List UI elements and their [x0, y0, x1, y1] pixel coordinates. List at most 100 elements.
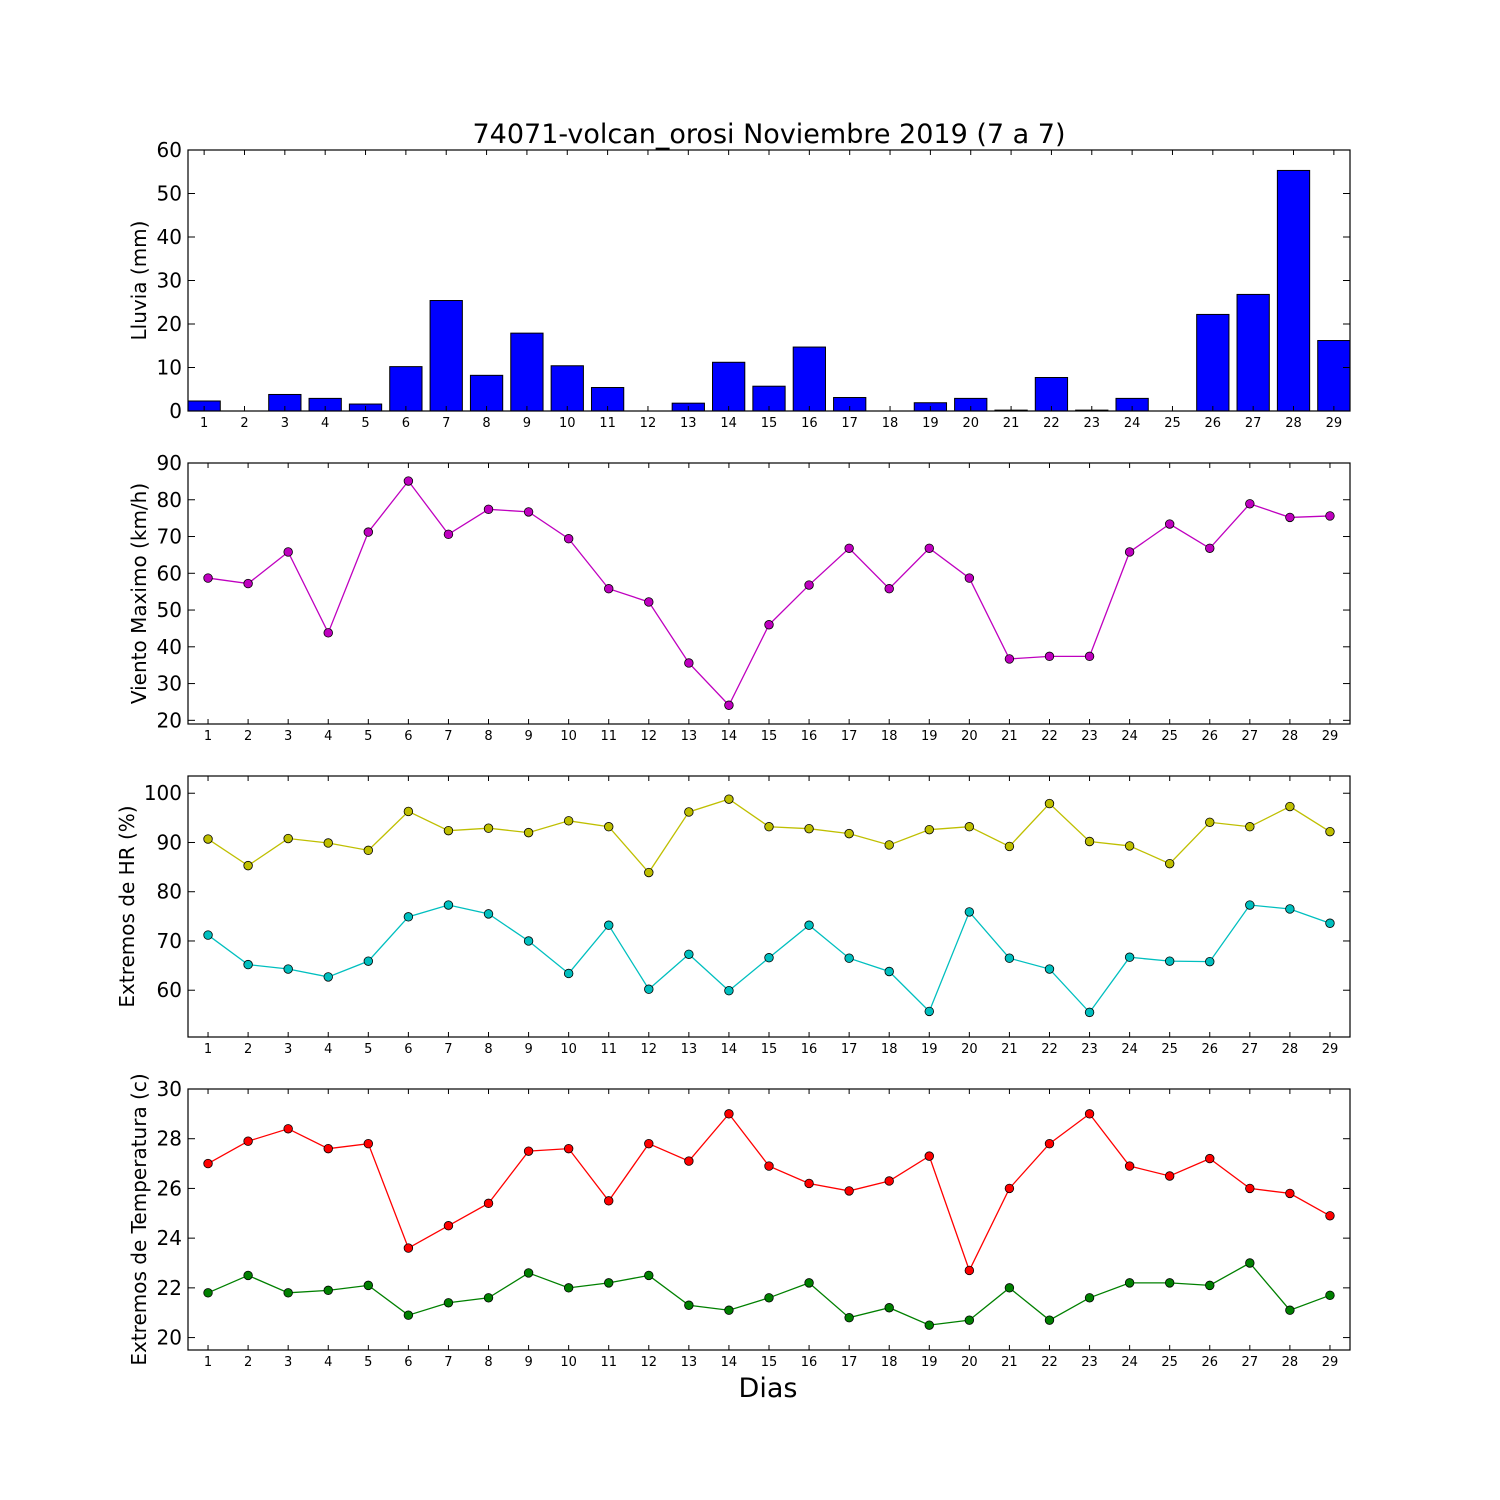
- temperature-series-1-point-5: [363, 1280, 374, 1291]
- wind-xtick-label-1: 1: [204, 729, 212, 744]
- temperature-series-0-point-5: [363, 1138, 374, 1149]
- temperature-xtick-label-12: 12: [641, 1355, 658, 1370]
- wind-series-0-point-27: [1245, 499, 1255, 509]
- temperature-series-0-point-9: [523, 1146, 534, 1156]
- humidity-series-1-point-2: [243, 959, 253, 970]
- temperature-ytick-label-24: 24: [157, 1226, 182, 1250]
- wind-xtick-label-9: 9: [524, 729, 532, 744]
- temperature-xtick-label-2: 2: [244, 1355, 252, 1370]
- temperature-xtick-label-4: 4: [324, 1355, 332, 1370]
- wind-series-0-point-12: [644, 597, 654, 607]
- wind-ytick-label-90: 90: [157, 451, 182, 475]
- rain-xtick-label-29: 29: [1326, 416, 1343, 431]
- temperature-series-1-point-28: [1285, 1305, 1295, 1315]
- temperature-xtick-label-5: 5: [364, 1355, 372, 1370]
- wind-series-0-point-6: [403, 476, 414, 486]
- humidity-series-1-point-3: [283, 964, 293, 974]
- temperature-ytick-label-26: 26: [157, 1176, 182, 1200]
- humidity-xtick-label-10: 10: [560, 1042, 577, 1057]
- humidity-series-0-point-24: [1124, 841, 1135, 851]
- humidity-series-1-point-29: [1325, 918, 1335, 928]
- wind-series-0-point-10: [563, 534, 574, 544]
- temperature-series-0-point-20: [964, 1265, 975, 1276]
- rain-xtick-label-2: 2: [240, 416, 248, 431]
- humidity-series-0-point-2: [243, 860, 253, 871]
- rain-xtick-label-1: 1: [200, 416, 208, 431]
- wind-xtick-label-8: 8: [484, 729, 492, 744]
- humidity-series-0-point-19: [924, 824, 934, 835]
- humidity-series-0-point-26: [1205, 817, 1215, 827]
- temperature-series-1-point-2: [243, 1270, 253, 1281]
- rain-bar-28: [1276, 169, 1311, 412]
- temperature-xtick-label-8: 8: [484, 1355, 492, 1370]
- wind-ytick-label-70: 70: [157, 525, 182, 549]
- wind-series-0-point-5: [363, 527, 374, 537]
- rain-xtick-label-25: 25: [1164, 416, 1181, 431]
- temperature-series-1-point-4: [323, 1285, 333, 1296]
- wind-series-0-point-3: [283, 547, 293, 557]
- temperature-xtick-label-3: 3: [284, 1355, 292, 1370]
- temperature-xtick-label-9: 9: [524, 1355, 532, 1370]
- temperature-series-0-point-15: [764, 1161, 774, 1171]
- rain-xtick-label-17: 17: [841, 416, 858, 431]
- humidity-series-0-point-4: [323, 838, 333, 848]
- humidity-series-0-point-28: [1285, 801, 1295, 812]
- wind-xtick-label-22: 22: [1041, 729, 1058, 744]
- humidity-series-1-point-25: [1164, 956, 1175, 966]
- temperature-series-1-point-15: [764, 1293, 774, 1303]
- wind-series-0-point-29: [1325, 511, 1335, 521]
- humidity-series-0-point-8: [483, 823, 494, 833]
- rain-bar-16: [792, 346, 826, 412]
- humidity-xtick-label-25: 25: [1161, 1042, 1178, 1057]
- temperature-series-0-point-14: [724, 1109, 734, 1119]
- wind-ytick-label-60: 60: [157, 561, 182, 585]
- humidity-xtick-label-20: 20: [961, 1042, 978, 1057]
- rain-xtick-label-9: 9: [523, 416, 531, 431]
- temperature-series-0-point-8: [483, 1198, 494, 1209]
- rain-xtick-label-22: 22: [1043, 416, 1060, 431]
- humidity-xtick-label-3: 3: [284, 1042, 292, 1057]
- wind-xtick-label-20: 20: [961, 729, 978, 744]
- rain-ytick-label-20: 20: [157, 312, 182, 336]
- wind-series-0-point-14: [724, 700, 734, 710]
- temperature-series-1-point-10: [563, 1283, 574, 1293]
- temperature-series-1-point-29: [1325, 1290, 1335, 1301]
- rain-xtick-label-11: 11: [599, 416, 616, 431]
- temperature-series-1-point-20: [964, 1315, 975, 1325]
- wind-series-0-point-13: [684, 658, 694, 668]
- rain-bar-7: [429, 300, 463, 412]
- temperature-series-0-point-6: [403, 1243, 414, 1253]
- humidity-xtick-label-9: 9: [524, 1042, 532, 1057]
- humidity-series-0-point-6: [403, 806, 414, 817]
- rain-xtick-label-24: 24: [1124, 416, 1141, 431]
- rain-ytick-label-60: 60: [157, 138, 182, 162]
- rain-ytick-label-0: 0: [169, 399, 182, 423]
- humidity-xtick-label-28: 28: [1282, 1042, 1299, 1057]
- temperature-plot-area: [188, 1089, 1350, 1350]
- temperature-xtick-label-14: 14: [721, 1355, 738, 1370]
- temperature-xtick-label-25: 25: [1161, 1355, 1178, 1370]
- humidity-series-1-point-14: [724, 986, 734, 996]
- wind-xtick-label-26: 26: [1201, 729, 1218, 744]
- temperature-series-0-point-28: [1285, 1188, 1295, 1199]
- humidity-series-1-point-16: [804, 920, 814, 930]
- wind-xtick-label-12: 12: [641, 729, 658, 744]
- rain-xtick-label-5: 5: [361, 416, 369, 431]
- rain-xtick-label-7: 7: [442, 416, 450, 431]
- temperature-xtick-label-15: 15: [761, 1355, 778, 1370]
- temperature-series-1-point-11: [604, 1278, 614, 1288]
- humidity-xtick-label-1: 1: [204, 1042, 212, 1057]
- temperature-series-1-point-9: [523, 1268, 534, 1278]
- humidity-series-1-point-11: [604, 920, 614, 930]
- humidity-series-0-point-18: [884, 840, 894, 850]
- temperature-xtick-label-10: 10: [560, 1355, 577, 1370]
- rain-bar-10: [550, 365, 584, 412]
- wind-xtick-label-24: 24: [1121, 729, 1138, 744]
- wind-series-0-point-8: [483, 504, 494, 515]
- rain-xtick-label-26: 26: [1205, 416, 1222, 431]
- humidity-series-0-point-12: [644, 867, 654, 878]
- rain-ytick-label-50: 50: [157, 182, 182, 206]
- humidity-series-0-point-25: [1164, 858, 1175, 869]
- wind-series-0-point-7: [443, 529, 454, 540]
- rain-bar-9: [510, 332, 544, 412]
